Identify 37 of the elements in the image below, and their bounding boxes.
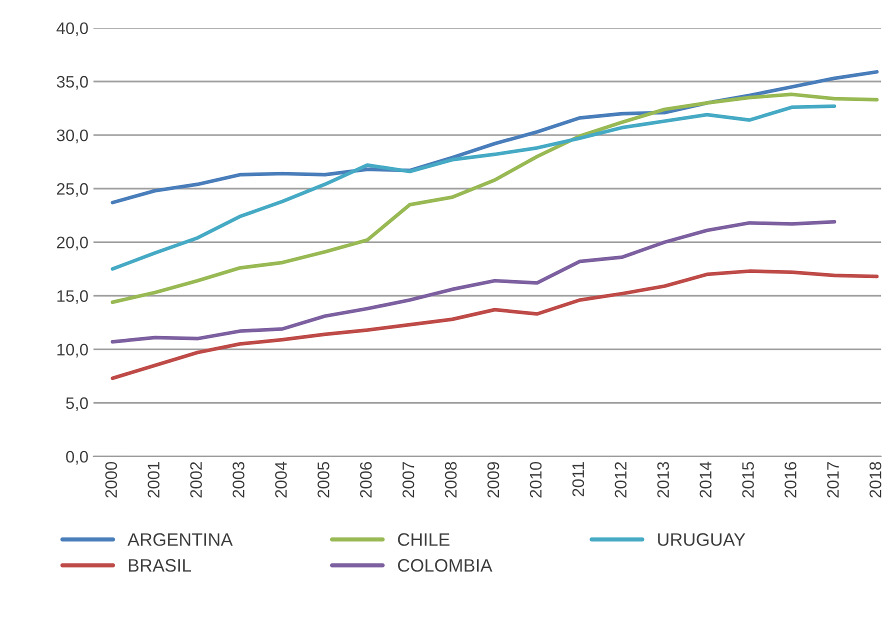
legend-label: BRASIL xyxy=(128,559,192,572)
y-tick-label: 5,0 xyxy=(66,397,88,412)
x-tick-label: 2010 xyxy=(530,462,542,498)
line-series xyxy=(110,269,879,380)
x-tick-label: 2013 xyxy=(657,462,670,498)
y-tick-label: 15,0 xyxy=(57,290,88,304)
legend-label: URUGUAY xyxy=(658,533,746,546)
x-tick-label: 2014 xyxy=(700,462,712,498)
x-tick-label: 2008 xyxy=(444,462,457,498)
x-tick-label: 2000 xyxy=(105,462,118,498)
y-tick-label: 35,0 xyxy=(56,76,88,90)
y-tick-label: 30,0 xyxy=(56,129,88,144)
legend-label: CHILE xyxy=(398,533,450,546)
y-tick-label: 0,0 xyxy=(66,450,88,465)
y-tick-label: 25,0 xyxy=(56,183,88,197)
legend-label: ARGENTINA xyxy=(127,533,233,546)
x-tick-label: 2002 xyxy=(190,462,202,498)
x-tick-label: 2001 xyxy=(148,462,160,498)
x-tick-label: 2004 xyxy=(275,462,287,498)
x-tick-label: 2012 xyxy=(614,462,627,498)
x-tick-label: 2011 xyxy=(572,462,584,496)
line-series xyxy=(110,104,836,271)
x-tick-label: 2003 xyxy=(232,462,244,498)
line-series xyxy=(110,220,836,344)
x-tick-label: 2017 xyxy=(827,462,839,498)
x-tick-label: 2018 xyxy=(870,462,882,498)
line-series xyxy=(110,92,879,304)
y-tick-label: 10,0 xyxy=(57,344,88,358)
x-tick-label: 2005 xyxy=(318,462,330,498)
legend-label: COLOMBIA xyxy=(398,559,492,572)
y-tick-label: 20,0 xyxy=(56,236,88,250)
x-tick-label: 2016 xyxy=(784,462,796,498)
x-tick-label: 2007 xyxy=(402,462,414,498)
x-tick-label: 2015 xyxy=(742,462,754,498)
y-tick-label: 40,0 xyxy=(56,22,88,36)
x-tick-label: 2009 xyxy=(487,462,500,498)
x-tick-label: 2006 xyxy=(360,462,372,498)
